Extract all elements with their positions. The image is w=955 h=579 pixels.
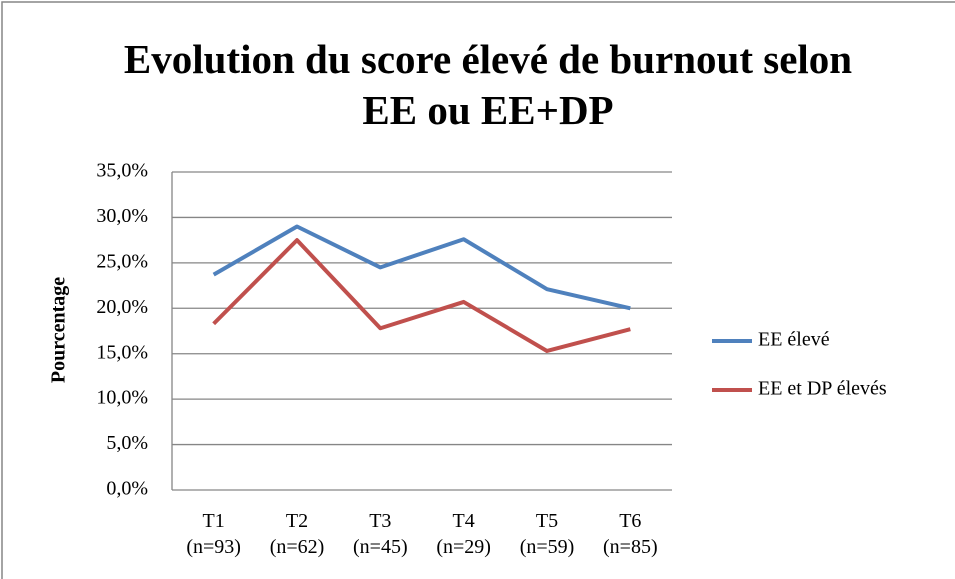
y-tick-label: 25,0% [96,250,148,272]
legend-label: EE et DP élevés [758,378,887,400]
y-tick-label: 10,0% [96,387,148,409]
legend-label: EE élevé [758,329,830,351]
x-tick-label: T1 (n=93) [186,510,241,558]
chart-title: Evolution du score élevé de burnout selo… [123,36,853,133]
x-tick-label: T5 (n=59) [519,510,575,558]
y-tick-label: 0,0% [106,478,148,500]
y-tick-label: 30,0% [96,205,148,227]
x-tick-label: T6 (n=85) [603,510,658,558]
x-tick-label: T4 (n=29) [436,510,491,558]
y-tick-label: 20,0% [96,296,148,318]
data-line [212,238,631,353]
y-tick-label: 35,0% [96,160,148,182]
x-tick-label: T2 (n=62) [269,510,325,558]
y-axis-label: Pourcentage [48,277,70,383]
y-tick-label: 15,0% [96,341,148,363]
x-tick-label: T3 (n=45) [353,510,408,558]
data-line [212,224,631,311]
y-tick-label: 5,0% [106,432,148,454]
